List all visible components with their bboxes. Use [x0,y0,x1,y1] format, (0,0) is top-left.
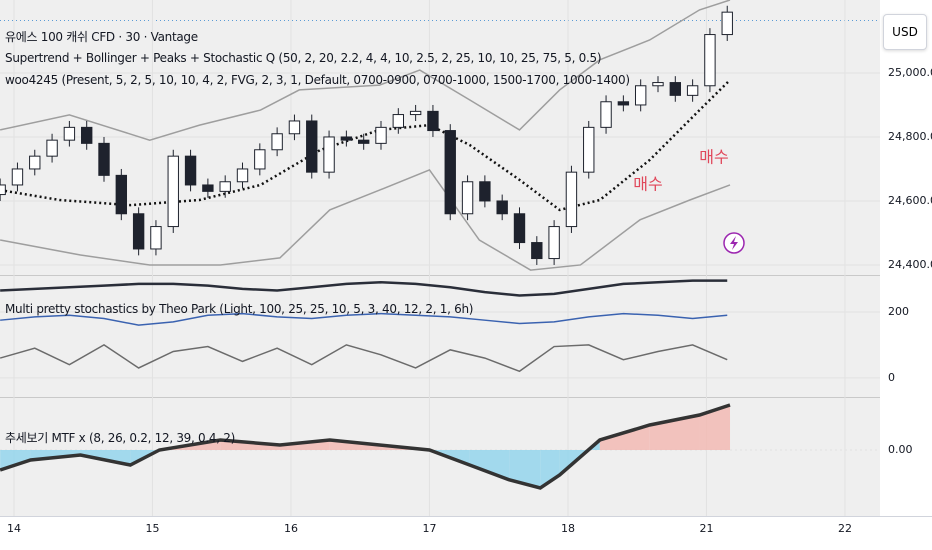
area-segment [699,405,731,450]
area-segment [509,450,541,488]
candle-body [444,130,456,215]
indicator-legend[interactable]: Multi pretty stochastics by Theo Park (L… [5,302,474,316]
y-tick-label: 0 [888,371,895,384]
area-segment [469,450,510,480]
candle-body [704,34,716,87]
candle-body [132,213,145,250]
y-tick-label: 24,800.00 [888,130,932,143]
indicator-legend[interactable]: Supertrend + Bollinger + Peaks + Stochas… [5,51,602,65]
candle-body [236,168,249,183]
line [0,279,728,297]
symbol-title[interactable]: 유에스 100 캐쉬 CFD · 30 · Vantage [5,30,198,44]
lightning [730,236,738,250]
candle-body [306,120,318,173]
candle-body [479,181,491,202]
candle-body [167,155,179,228]
candle-body [202,184,214,192]
candle-body [150,226,162,250]
annotation: 매수 [633,175,662,194]
candle-body [219,181,231,192]
candle-body [98,142,110,176]
candle-body [583,126,595,173]
candle-body [0,184,6,196]
line [0,0,731,141]
x-tick-label: 21 [699,522,713,535]
x-tick-label: 22 [838,522,852,535]
y-tick-label: 24,600.00 [888,194,932,207]
candle-body [375,126,387,144]
candle-body [11,168,24,186]
x-tick-label: 17 [422,522,436,535]
y-tick-label: 25,000.00 [888,66,932,79]
candle-body [254,149,266,170]
y-tick-label: 24,400.00 [888,258,932,271]
x-tick-label: 18 [561,522,575,535]
candle-body [184,155,197,186]
candle-body [669,82,681,96]
indicator-legend[interactable]: 추세보기 MTF x (8, 26, 0.2, 12, 39, 0.4, 2) [5,431,235,445]
candle-body [513,213,526,244]
line [0,344,728,373]
line [0,169,731,271]
candle-body [600,101,612,128]
candle-body [548,226,560,260]
area-segment [540,450,560,488]
currency-button[interactable]: USD [883,14,927,50]
area-segment [0,450,31,470]
candle-body [271,133,283,151]
candle-body [617,101,630,106]
candle-body [323,136,335,173]
area-segment [599,425,650,450]
candle-body [81,126,93,144]
candle-body [565,171,578,228]
line [0,403,731,490]
candle-body [46,139,58,157]
candle-body [392,114,405,128]
candle-body [29,155,41,170]
annotation: 매수 [699,148,728,167]
x-tick-label: 16 [284,522,298,535]
candle-body [634,85,647,106]
candle-body [652,82,664,87]
candle-body [409,110,422,116]
indicator-legend[interactable]: woo4245 (Present, 5, 2, 5, 10, 10, 4, 2,… [5,73,630,87]
candle-body [427,110,439,132]
x-tick-label: 14 [7,522,21,535]
candle-body [288,120,301,135]
line [0,312,728,326]
candle-body [115,174,128,215]
price-axis [880,0,932,550]
candle-body [357,139,370,144]
candle-body [721,11,733,36]
y-tick-label: 200 [888,305,909,318]
candle-body [496,200,508,215]
candle-body [340,136,353,141]
candle-body [686,85,699,96]
candle-body [63,126,76,141]
y-tick-label: 0.00 [888,443,913,456]
plot-background [0,0,880,516]
candle-body [461,181,474,215]
x-tick-label: 15 [145,522,159,535]
candle-body [531,242,543,260]
